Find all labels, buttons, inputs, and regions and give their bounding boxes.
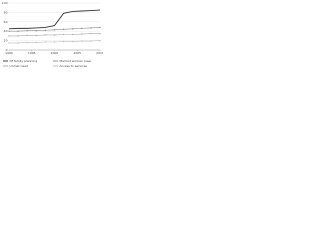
point <box>90 40 92 42</box>
y-tick-label: 60 <box>4 20 8 24</box>
point <box>17 35 19 37</box>
point <box>53 41 56 43</box>
point <box>63 28 65 30</box>
point <box>44 29 46 31</box>
point <box>99 32 101 35</box>
point <box>17 42 19 44</box>
x-tick-label: 1995 <box>28 51 36 55</box>
point <box>26 30 28 32</box>
point <box>26 41 28 44</box>
legend-label: Unmet need <box>10 64 29 68</box>
x-tick-label: 2005 <box>73 51 81 55</box>
y-tick-label: 80 <box>4 10 8 14</box>
point <box>44 34 46 36</box>
point <box>72 33 74 36</box>
legend-label: Access to services <box>60 64 88 68</box>
point <box>35 34 37 37</box>
point <box>90 27 92 29</box>
point <box>99 26 101 29</box>
series-line <box>8 9 101 30</box>
point <box>8 35 10 37</box>
point <box>35 41 37 44</box>
point <box>81 27 83 29</box>
x-tick-label: 2010 <box>96 51 103 55</box>
point <box>26 34 28 37</box>
x-tick-label: 2000 <box>51 51 59 55</box>
point <box>72 28 74 30</box>
y-tick-label: 20 <box>4 39 8 43</box>
chart: 0 20 40 60 80 100 1990 1995 2000 2005 2010 Of famil… <box>2 1 103 68</box>
x-tick-label: 1990 <box>5 51 13 55</box>
point <box>81 40 83 42</box>
point <box>63 33 65 36</box>
point <box>53 29 56 31</box>
legend-label: Of family planning <box>10 59 38 63</box>
point <box>35 30 37 32</box>
y-tick-label: 100 <box>2 1 8 5</box>
point <box>63 40 65 43</box>
point <box>90 32 92 35</box>
y-tick-label: 0 <box>6 48 8 52</box>
y-tick-label: 40 <box>4 29 8 33</box>
point <box>17 30 19 32</box>
point <box>72 40 74 43</box>
point <box>81 33 83 35</box>
point <box>99 40 101 42</box>
point <box>8 42 10 44</box>
point <box>8 30 10 32</box>
point <box>53 34 56 36</box>
point <box>44 41 46 43</box>
legend-label: Married women (use) <box>60 59 92 63</box>
